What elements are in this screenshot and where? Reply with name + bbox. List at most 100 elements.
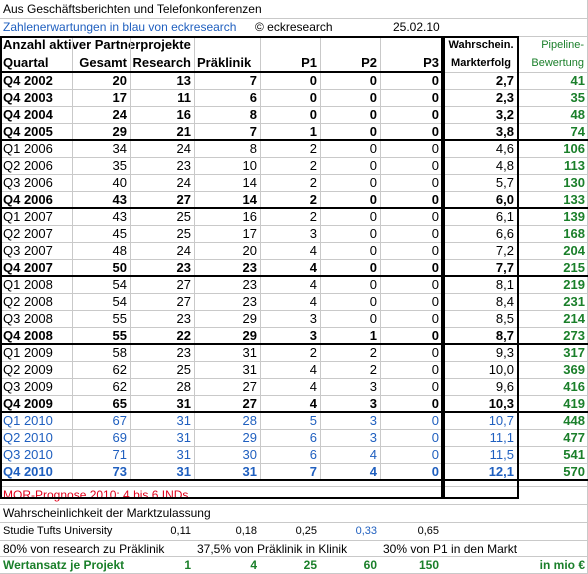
cell-quartal[interactable]: Q2 2006 [3, 158, 53, 173]
note-research[interactable]: 80% von research zu Präklinik [3, 542, 165, 556]
cell-research[interactable]: 25 [176, 226, 191, 241]
cell-p3[interactable]: 0 [431, 413, 439, 428]
cell-pipeline-bewertung[interactable]: 273 [563, 328, 585, 343]
cell-gesamt[interactable]: 62 [112, 379, 127, 394]
cell-pipeline-bewertung[interactable]: 317 [563, 345, 585, 360]
cell-gesamt[interactable]: 45 [112, 226, 127, 241]
col-p1[interactable]: P1 [301, 55, 317, 70]
cell-praeklinik[interactable]: 27 [242, 396, 257, 411]
cell-gesamt[interactable]: 17 [112, 90, 127, 105]
cell-quartal[interactable]: Q2 2008 [3, 294, 53, 309]
header-date[interactable]: 25.02.10 [393, 20, 440, 34]
cell-research[interactable]: 23 [176, 345, 191, 360]
cell-p1[interactable]: 6 [309, 447, 317, 462]
cell-praeklinik[interactable]: 29 [242, 328, 257, 343]
wert-p1[interactable]: 25 [303, 558, 317, 572]
cell-p3[interactable]: 0 [431, 294, 439, 309]
cell-pipeline-bewertung[interactable]: 48 [570, 107, 585, 122]
cell-praeklinik[interactable]: 31 [242, 464, 257, 479]
cell-p3[interactable]: 0 [431, 260, 439, 275]
cell-p2[interactable]: 3 [369, 413, 377, 428]
cell-p1[interactable]: 3 [309, 328, 317, 343]
cell-wahrscheinlichkeit[interactable]: 10,7 [488, 413, 514, 428]
cell-research[interactable]: 24 [176, 175, 191, 190]
cell-gesamt[interactable]: 71 [112, 447, 127, 462]
cell-quartal[interactable]: Q4 2006 [3, 192, 53, 207]
cell-wahrscheinlichkeit[interactable]: 10,0 [488, 362, 514, 377]
cell-wahrscheinlichkeit[interactable]: 11,5 [489, 447, 514, 462]
cell-praeklinik[interactable]: 8 [249, 107, 257, 122]
cell-pipeline-bewertung[interactable]: 448 [563, 413, 585, 428]
cell-research[interactable]: 25 [176, 209, 191, 224]
cell-praeklinik[interactable]: 20 [242, 243, 257, 258]
cell-praeklinik[interactable]: 23 [242, 294, 257, 309]
cell-p1[interactable]: 2 [309, 141, 317, 156]
cell-gesamt[interactable]: 34 [112, 141, 127, 156]
wert-p3[interactable]: 150 [418, 558, 439, 572]
cell-gesamt[interactable]: 29 [112, 124, 127, 139]
pipeline-header-2[interactable]: Bewertung [531, 57, 584, 69]
cell-p1[interactable]: 3 [309, 226, 317, 241]
cell-p1[interactable]: 3 [309, 311, 317, 326]
cell-praeklinik[interactable]: 28 [242, 413, 257, 428]
cell-praeklinik[interactable]: 16 [242, 209, 257, 224]
col-p2[interactable]: P2 [361, 55, 377, 70]
wert-praeklinik[interactable]: 4 [250, 558, 257, 572]
cell-gesamt[interactable]: 43 [112, 192, 127, 207]
cell-p1[interactable]: 4 [309, 379, 317, 394]
cell-p2[interactable]: 0 [369, 90, 377, 105]
wert-p2[interactable]: 60 [363, 558, 377, 572]
cell-wahrscheinlichkeit[interactable]: 11,1 [489, 430, 514, 445]
cell-p1[interactable]: 4 [309, 243, 317, 258]
cell-p3[interactable]: 0 [431, 311, 439, 326]
cell-p3[interactable]: 0 [431, 209, 439, 224]
cell-wahrscheinlichkeit[interactable]: 2,3 [495, 90, 514, 105]
cell-quartal[interactable]: Q4 2010 [3, 464, 53, 479]
cell-wahrscheinlichkeit[interactable]: 3,2 [495, 107, 514, 122]
col-gesamt[interactable]: Gesamt [79, 55, 127, 70]
cell-p1[interactable]: 6 [309, 430, 317, 445]
cell-p1[interactable]: 4 [309, 396, 317, 411]
cell-p1[interactable]: 2 [309, 209, 317, 224]
cell-pipeline-bewertung[interactable]: 41 [570, 73, 585, 88]
cell-wahrscheinlichkeit[interactable]: 8,4 [495, 294, 514, 309]
cell-wahrscheinlichkeit[interactable]: 3,8 [495, 124, 514, 139]
cell-p2[interactable]: 0 [369, 73, 377, 88]
cell-praeklinik[interactable]: 31 [242, 345, 257, 360]
cell-p3[interactable]: 0 [431, 90, 439, 105]
col-research[interactable]: Research [132, 55, 191, 70]
cell-research[interactable]: 24 [176, 141, 191, 156]
cell-wahrscheinlichkeit[interactable]: 8,1 [495, 277, 514, 292]
cell-pipeline-bewertung[interactable]: 139 [563, 209, 585, 224]
tufts-label[interactable]: Studie Tufts University [3, 525, 113, 537]
cell-gesamt[interactable]: 55 [112, 328, 127, 343]
cell-research[interactable]: 31 [176, 464, 191, 479]
cell-wahrscheinlichkeit[interactable]: 7,7 [495, 260, 514, 275]
cell-p3[interactable]: 0 [431, 226, 439, 241]
cell-p1[interactable]: 0 [309, 107, 317, 122]
cell-p1[interactable]: 1 [309, 124, 317, 139]
cell-wahrscheinlichkeit[interactable]: 4,8 [495, 158, 514, 173]
cell-quartal[interactable]: Q4 2008 [3, 328, 53, 343]
cell-p1[interactable]: 0 [309, 73, 317, 88]
cell-quartal[interactable]: Q2 2007 [3, 226, 53, 241]
cell-praeklinik[interactable]: 14 [242, 192, 257, 207]
cell-p3[interactable]: 0 [431, 158, 439, 173]
cell-pipeline-bewertung[interactable]: 219 [563, 277, 585, 292]
cell-p1[interactable]: 0 [309, 90, 317, 105]
cell-p2[interactable]: 0 [369, 158, 377, 173]
cell-research[interactable]: 24 [176, 243, 191, 258]
cell-p2[interactable]: 0 [369, 141, 377, 156]
wert-unit[interactable]: in mio € [539, 558, 585, 572]
cell-p2[interactable]: 4 [369, 447, 377, 462]
cell-praeklinik[interactable]: 23 [242, 277, 257, 292]
cell-wahrscheinlichkeit[interactable]: 9,3 [495, 345, 514, 360]
cell-praeklinik[interactable]: 6 [249, 90, 257, 105]
cell-p3[interactable]: 0 [431, 192, 439, 207]
header-copyright[interactable]: © eckresearch [255, 20, 333, 34]
wert-research[interactable]: 1 [184, 558, 191, 572]
cell-p1[interactable]: 2 [309, 158, 317, 173]
cell-p2[interactable]: 0 [369, 294, 377, 309]
cell-praeklinik[interactable]: 8 [249, 141, 257, 156]
cell-research[interactable]: 21 [176, 124, 191, 139]
